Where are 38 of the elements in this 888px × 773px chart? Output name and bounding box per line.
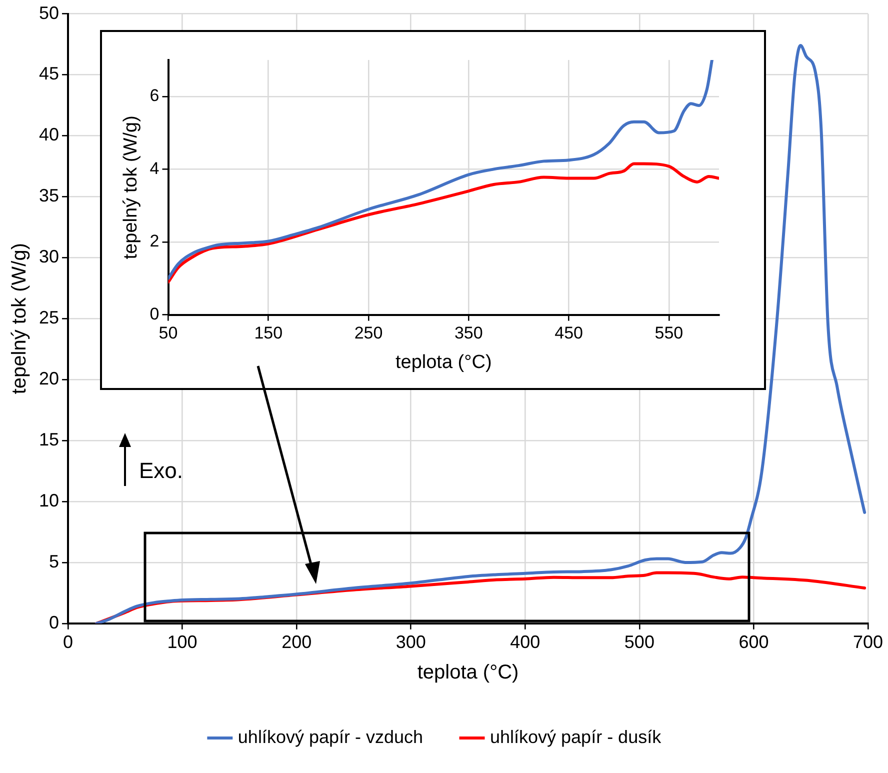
- y-tick-label: 20: [38, 368, 60, 389]
- y-tick-label: 40: [38, 124, 60, 145]
- x-tick-label: 700: [852, 632, 884, 652]
- y-tick-label: 10: [38, 490, 60, 510]
- x-tick-label: 600: [738, 632, 769, 652]
- annotation: Exo.: [139, 458, 184, 484]
- x-tick-label: 0: [63, 632, 74, 652]
- x-axis-title: teplota (°C): [417, 662, 519, 684]
- x-tick-label: 200: [282, 632, 312, 652]
- x-tick-label: 400: [510, 632, 540, 652]
- y-tick-label: 45: [38, 64, 60, 84]
- line-series: [95, 44, 866, 624]
- line-series: [168, 60, 714, 280]
- y-tick-label: 15: [38, 429, 60, 450]
- y-tick-label: 50: [38, 2, 60, 23]
- x-tick-label: 250: [354, 324, 383, 343]
- y-tick-label: 0: [49, 612, 60, 632]
- x-tick-label: 150: [254, 324, 283, 343]
- y-tick-label: 35: [38, 186, 60, 206]
- legend-label: uhlíkový papír - dusík: [490, 726, 662, 747]
- x-tick-label: 300: [396, 632, 426, 652]
- y-tick-label: 4: [150, 158, 160, 178]
- x-tick-label: 350: [454, 324, 483, 343]
- x-tick-label: 100: [167, 632, 198, 652]
- y-axis-title: tepelný tok (W/g): [120, 116, 142, 260]
- y-axis-title: tepelný tok (W/g): [8, 243, 31, 394]
- x-axis-title: teplota (°C): [395, 352, 492, 373]
- x-tick-label: 550: [654, 324, 684, 343]
- y-tick-label: 5: [49, 551, 60, 572]
- y-tick-label: 25: [38, 308, 60, 328]
- y-tick-label: 30: [38, 246, 60, 267]
- y-tick-label: 2: [150, 232, 160, 251]
- y-tick-label: 0: [150, 304, 160, 324]
- line-series: [168, 162, 719, 284]
- y-tick-label: 6: [150, 86, 160, 106]
- x-tick-label: 500: [624, 632, 654, 652]
- x-tick-label: 450: [554, 324, 583, 343]
- legend-label: uhlíkový papír - vzduch: [238, 726, 424, 747]
